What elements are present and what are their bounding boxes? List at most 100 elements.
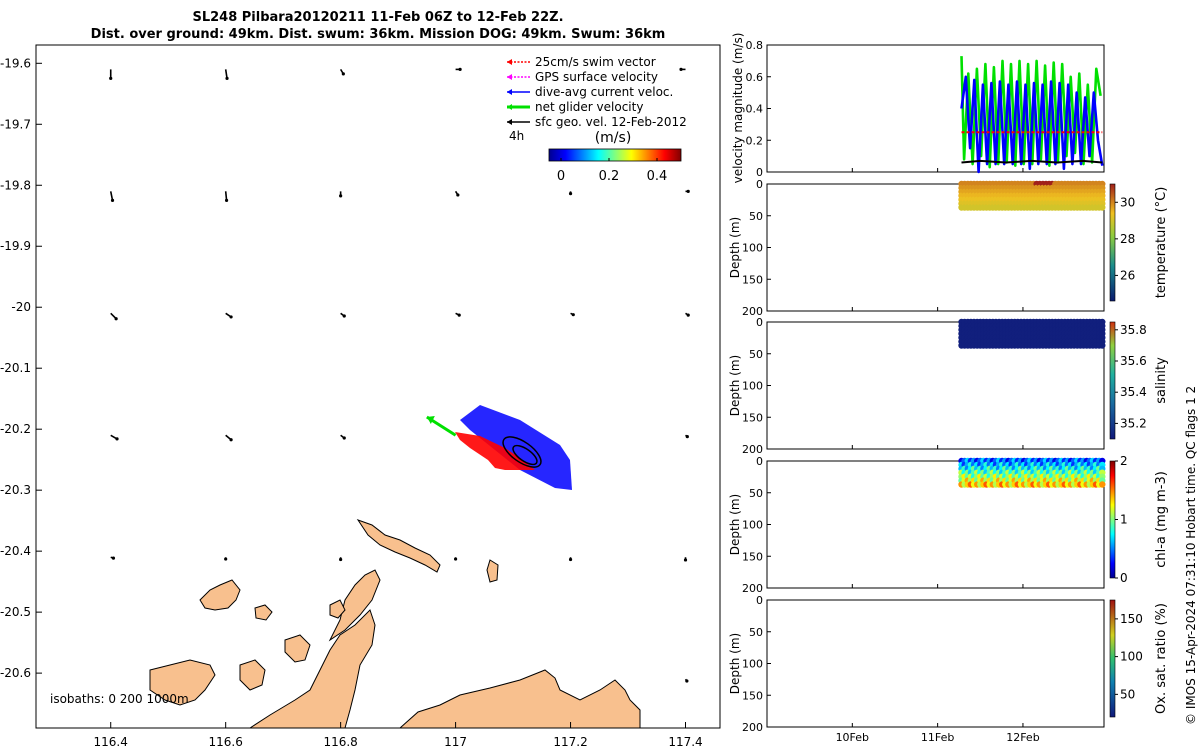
velocity-y-tick-label: 0 <box>756 166 763 179</box>
legend-arrowhead <box>507 59 512 65</box>
map-y-tick-label: -20.2 <box>0 422 31 436</box>
legend-duration-label: 4h <box>509 129 524 143</box>
section-data-dots <box>958 318 1106 349</box>
legend-label: net glider velocity <box>535 100 643 114</box>
velocity-series-line <box>960 75 1104 174</box>
colorbar-tick-label: 100 <box>1120 650 1143 664</box>
colorbar-tick-label: 35.6 <box>1120 354 1147 368</box>
colorbar-tick-label: 2 <box>1120 454 1128 468</box>
depth-y-tick-label: 200 <box>742 305 763 318</box>
sfc-vector-head <box>683 558 688 562</box>
velocity-series-line <box>961 159 1103 164</box>
sfc-vector-head <box>229 315 233 319</box>
colorbar-tick-label: 150 <box>1120 612 1143 626</box>
sfc-vector-head <box>229 438 233 442</box>
map-y-tick-label: -19.8 <box>0 178 31 192</box>
colorbar-tick-label: 30 <box>1120 195 1135 209</box>
depth-y-tick-label: 150 <box>742 689 763 702</box>
chart-title: SL248 Pilbara20120211 11-Feb 06Z to 12-F… <box>192 10 564 25</box>
velocity-y-tick-label: 0.4 <box>746 103 764 116</box>
sfc-vector-head <box>458 67 462 71</box>
speed-colorbar <box>548 148 682 162</box>
sfc-vector-head <box>456 193 460 197</box>
colorbar-label: salinity <box>1154 357 1169 404</box>
section-colorbar <box>1109 599 1116 718</box>
surface-velocity-vectors <box>109 67 690 683</box>
colorbar-tick-label: 0 <box>557 169 565 184</box>
sfc-vector-head <box>224 198 229 202</box>
map-x-ticks: 116.4 116.6 116.8 117 117.2 117.4 <box>94 722 703 749</box>
depth-y-tick-label: 100 <box>742 242 763 255</box>
velocity-y-ticks: 0 0.2 0.4 0.6 0.8 <box>746 39 1024 179</box>
depth-y-tick-label: 150 <box>742 273 763 286</box>
net-glider-velocity-vector <box>426 415 457 437</box>
depth-panel-frame <box>766 599 1105 728</box>
depth-y-tick-label: 100 <box>742 380 763 393</box>
sfc-vector-head <box>686 189 690 193</box>
map-x-tick-label: 117.4 <box>668 735 702 749</box>
map-x-tick-label: 116.8 <box>323 735 357 749</box>
date-tick-label: 10Feb <box>836 731 869 744</box>
depth-y-tick-label: 100 <box>742 519 763 532</box>
colorbar-tick-label: 0.2 <box>599 169 620 184</box>
map-y-tick-label: -20.3 <box>0 483 31 497</box>
colorbar-label: chl-a (mg m-3) <box>1154 471 1169 568</box>
sfc-vector-head <box>457 313 461 317</box>
net-glider-vector-head <box>426 415 435 424</box>
chart-subtitle: Dist. over ground: 49km. Dist. swum: 36k… <box>90 27 666 42</box>
map-x-tick-label: 116.6 <box>209 735 243 749</box>
colorbar-unit-label: (m/s) <box>595 130 632 146</box>
sfc-vector-head <box>339 194 343 198</box>
colorbar-tick-label: 26 <box>1120 268 1135 282</box>
date-tick-label: 12Feb <box>1006 731 1039 744</box>
sfc-vector-head <box>342 436 346 440</box>
legend-arrowhead <box>507 104 512 110</box>
colorbar-tick-label: 50 <box>1120 687 1135 701</box>
legend-label: 25cm/s swim vector <box>535 55 656 69</box>
sfc-vector-head <box>571 313 575 317</box>
depth-panel-oxygen: 0 50 100 150 200 Depth (m) 50 100 150 Ox. sat. ra… <box>728 594 1169 734</box>
map-x-tick-label: 117 <box>444 735 467 749</box>
map-y-tick-label: -19.9 <box>0 239 31 253</box>
depth-y-label: Depth (m) <box>728 633 742 694</box>
velocity-y-tick-label: 0.6 <box>746 71 764 84</box>
map-y-tick-label: -19.7 <box>0 117 31 131</box>
isobaths-label: isobaths: 0 200 1000m <box>50 692 189 706</box>
depth-y-tick-label: 0 <box>756 178 763 191</box>
depth-y-label: Depth (m) <box>728 494 742 555</box>
legend-label: dive-avg current veloc. <box>535 85 673 99</box>
depth-y-tick-label: 100 <box>742 658 763 671</box>
sfc-vector-head <box>685 679 689 683</box>
depth-y-tick-label: 150 <box>742 550 763 563</box>
map-y-tick-label: -20.1 <box>0 361 31 375</box>
sfc-vector-head <box>679 67 683 71</box>
sfc-vector-head <box>224 557 228 561</box>
legend-arrowhead <box>507 89 512 95</box>
glider-track <box>455 405 572 490</box>
velocity-series <box>960 56 1104 174</box>
speed-colorbar-ticks: 0 0.2 0.4 <box>557 158 667 184</box>
velocity-y-tick-label: 0.8 <box>746 39 764 52</box>
section-data-point <box>1099 204 1106 211</box>
depth-y-tick-label: 0 <box>756 316 763 329</box>
colorbar-tick-label: 0.4 <box>647 169 668 184</box>
sfc-vector-head <box>339 557 343 562</box>
map-y-tick-label: -20.4 <box>0 544 31 558</box>
colorbar-tick-label: 35.4 <box>1120 385 1147 399</box>
map-y-tick-label: -20 <box>11 300 31 314</box>
colorbar-tick-label: 28 <box>1120 232 1135 246</box>
section-data-point <box>1099 342 1106 349</box>
section-data-dots <box>958 457 1106 488</box>
colorbar-tick-label: 35.8 <box>1120 323 1147 337</box>
date-tick-label: 11Feb <box>921 731 954 744</box>
coastline-land <box>149 519 641 729</box>
velocity-y-tick-label: 0.2 <box>746 134 764 147</box>
sfc-vector-head <box>114 317 118 321</box>
depth-y-tick-label: 150 <box>742 411 763 424</box>
sfc-vector-head <box>342 314 346 318</box>
map-y-tick-label: -20.6 <box>0 666 31 680</box>
depth-y-tick-label: 50 <box>749 487 763 500</box>
section-data-dots <box>958 180 1106 211</box>
